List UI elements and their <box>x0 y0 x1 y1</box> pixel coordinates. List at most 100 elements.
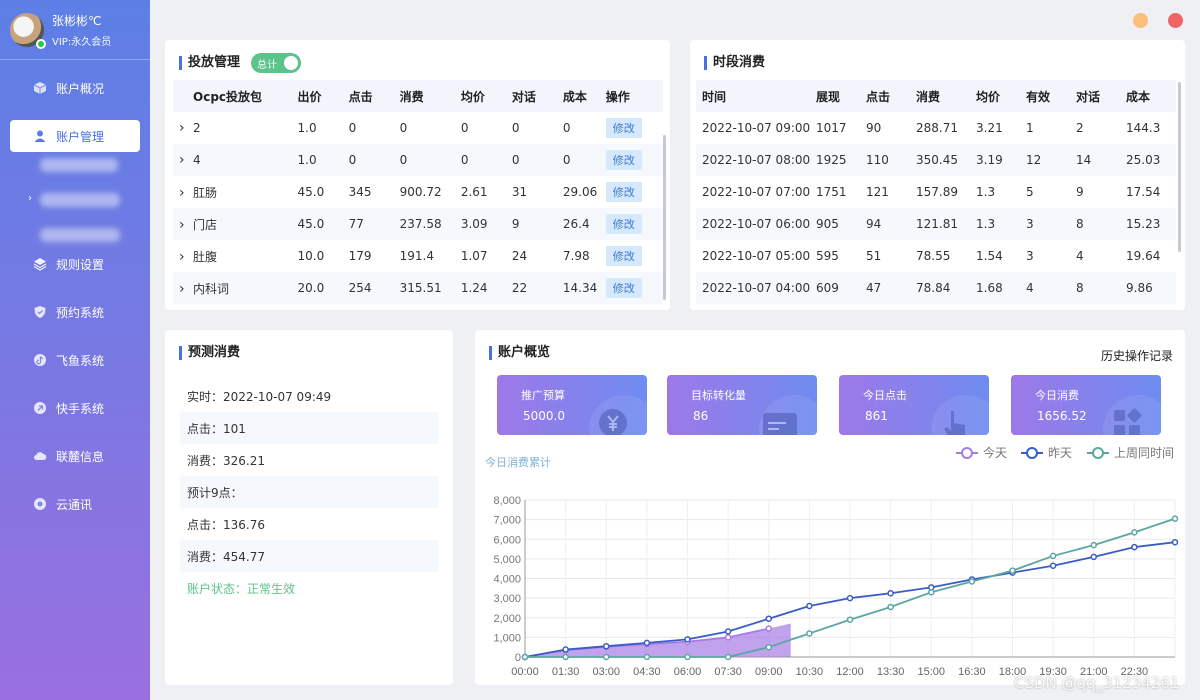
data-point[interactable] <box>887 589 894 597</box>
blurred-submenu-item[interactable] <box>40 158 118 172</box>
column-header[interactable]: 对话 <box>1076 80 1126 112</box>
sidebar-item-account-management[interactable]: 账户管理 <box>10 120 140 152</box>
edit-button[interactable]: 修改 <box>605 278 642 298</box>
chevron-right-icon[interactable]: › <box>179 152 185 168</box>
data-point[interactable] <box>806 602 813 610</box>
card-budget[interactable]: 推广预算 5000.0 <box>497 375 647 435</box>
data-point[interactable] <box>968 578 976 585</box>
sidebar-item-account-overview[interactable]: 账户概况 <box>10 72 140 104</box>
edit-button[interactable]: 修改 <box>605 182 642 202</box>
data-point[interactable] <box>1090 553 1097 561</box>
legend-item-last-week[interactable]: 上周同时间 <box>1087 444 1174 461</box>
edit-button[interactable]: 修改 <box>605 150 642 170</box>
column-header[interactable]: 消费 <box>916 80 976 112</box>
data-point[interactable] <box>643 653 651 661</box>
data-point[interactable] <box>1049 562 1057 569</box>
card-today-spend[interactable]: 今日消费 1656.52 <box>1011 375 1161 435</box>
table-row[interactable]: › 肛肠 45.0 345 900.72 2.61 31 29.06 修改 <box>173 176 663 208</box>
column-header[interactable]: 对话 <box>511 80 563 112</box>
column-header[interactable]: 时间 <box>696 80 816 112</box>
data-point[interactable] <box>562 653 569 661</box>
card-today-clicks[interactable]: 今日点击 861 <box>839 375 989 435</box>
table-row[interactable]: › 肚腹 10.0 179 191.4 1.07 24 7.98 修改 <box>173 240 663 272</box>
sidebar-item-booking-system[interactable]: 预约系统 <box>10 296 140 328</box>
data-point[interactable] <box>603 642 610 650</box>
data-point[interactable] <box>846 594 854 602</box>
data-point[interactable] <box>1131 529 1138 536</box>
data-point[interactable] <box>928 588 935 596</box>
column-header[interactable]: 展现 <box>816 80 866 112</box>
data-point[interactable] <box>1171 515 1179 522</box>
sidebar-item-cloud-communication[interactable]: 云通讯 <box>10 488 140 520</box>
data-point[interactable] <box>1049 552 1057 560</box>
data-point[interactable] <box>643 639 651 647</box>
history-log-link[interactable]: 历史操作记录 <box>1101 349 1174 363</box>
data-point[interactable] <box>684 636 691 643</box>
table-row[interactable]: 2022-10-07 06:00 905 94 121.81 1.3 3 8 15.23 <box>696 208 1176 240</box>
sidebar-item-lianlu-info[interactable]: 联麓信息 <box>10 440 140 472</box>
data-point[interactable] <box>765 643 772 651</box>
chevron-right-icon[interactable]: › <box>179 248 185 265</box>
chevron-right-icon[interactable]: › <box>179 280 185 297</box>
sidebar-item-feiyu-system[interactable]: 飞鱼系统 <box>10 344 140 376</box>
chevron-right-icon[interactable]: › <box>179 120 185 136</box>
legend-item-today[interactable]: 今天 <box>956 444 1007 461</box>
sidebar-item-kuaishou-system[interactable]: 快手系统 <box>10 392 140 424</box>
data-point[interactable] <box>724 634 732 641</box>
sidebar-item-rule-settings[interactable]: 规则设置 <box>10 248 140 280</box>
column-header[interactable]: 均价 <box>460 80 512 112</box>
data-point[interactable] <box>724 653 732 661</box>
scrollbar[interactable] <box>1178 82 1181 252</box>
data-point[interactable] <box>1131 543 1138 551</box>
data-point[interactable] <box>562 646 569 653</box>
chevron-right-icon[interactable]: › <box>179 184 185 201</box>
chevron-right-icon[interactable]: › <box>179 216 185 233</box>
data-point[interactable] <box>765 615 772 622</box>
avatar[interactable] <box>10 12 46 49</box>
column-header[interactable]: 操作 <box>605 80 663 112</box>
data-point[interactable] <box>603 653 610 661</box>
column-header[interactable]: 均价 <box>976 80 1026 112</box>
column-header[interactable]: 消费 <box>399 80 461 112</box>
column-header[interactable]: 有效 <box>1026 80 1076 112</box>
table-row[interactable]: 2022-10-07 09:00 1017 90 288.71 3.21 1 2 144.3 <box>696 112 1176 144</box>
data-point[interactable] <box>1090 541 1097 549</box>
table-row[interactable]: › 2 1.0 0 0 0 0 0 修改 <box>173 112 663 144</box>
column-header[interactable]: 点击 <box>866 80 916 112</box>
close-button[interactable] <box>1168 13 1183 28</box>
data-point[interactable] <box>1009 567 1016 574</box>
column-header[interactable]: 点击 <box>348 80 400 112</box>
legend-item-yesterday[interactable]: 昨天 <box>1021 444 1072 461</box>
data-point[interactable] <box>724 628 732 635</box>
column-header[interactable]: 成本 <box>1126 80 1176 112</box>
column-header[interactable]: 出价 <box>297 80 349 112</box>
data-point[interactable] <box>887 603 894 611</box>
blurred-submenu-item[interactable] <box>40 193 120 207</box>
scrollbar[interactable] <box>663 135 666 300</box>
data-point[interactable] <box>521 653 529 661</box>
minimize-button[interactable] <box>1133 13 1148 28</box>
table-row[interactable]: 2022-10-07 05:00 595 51 78.55 1.54 3 4 19.64 <box>696 240 1176 272</box>
total-toggle[interactable]: 总计 <box>251 53 301 73</box>
edit-button[interactable]: 修改 <box>605 214 642 234</box>
table-row[interactable]: › 4 1.0 0 0 0 0 0 修改 <box>173 144 663 176</box>
table-row[interactable]: › 门店 45.0 77 237.58 3.09 9 26.4 修改 <box>173 208 663 240</box>
edit-button[interactable]: 修改 <box>605 118 642 138</box>
data-point[interactable] <box>846 616 854 623</box>
data-point[interactable] <box>1171 538 1179 546</box>
data-point[interactable] <box>806 630 813 637</box>
sidebar-item-label: 飞鱼系统 <box>56 353 105 368</box>
data-point[interactable] <box>765 625 772 632</box>
data-point[interactable] <box>684 653 691 661</box>
column-header[interactable]: Ocpc投放包 <box>173 80 298 112</box>
card-target-conversions[interactable]: 目标转化量 86 <box>667 375 817 435</box>
table-row[interactable]: 2022-10-07 04:00 609 47 78.84 1.68 4 8 9.86 <box>696 272 1176 304</box>
blurred-submenu-item[interactable] <box>40 228 120 242</box>
column-header[interactable]: 成本 <box>562 80 606 112</box>
cumulative-spend-chart[interactable]: 0 1,000 2,000 3,000 4,000 5,000 6,000 7,000 8,00… <box>475 485 1185 685</box>
profile[interactable]: 张彬彬℃ VIP:永久会员 <box>0 0 150 60</box>
edit-button[interactable]: 修改 <box>605 246 642 266</box>
table-row[interactable]: 2022-10-07 07:00 1751 121 157.89 1.3 5 9 17.54 <box>696 176 1176 208</box>
table-row[interactable]: › 内科词 20.0 254 315.51 1.24 22 14.34 修改 <box>173 272 663 304</box>
table-row[interactable]: 2022-10-07 08:00 1925 110 350.45 3.19 12 14 25.… <box>696 144 1176 176</box>
